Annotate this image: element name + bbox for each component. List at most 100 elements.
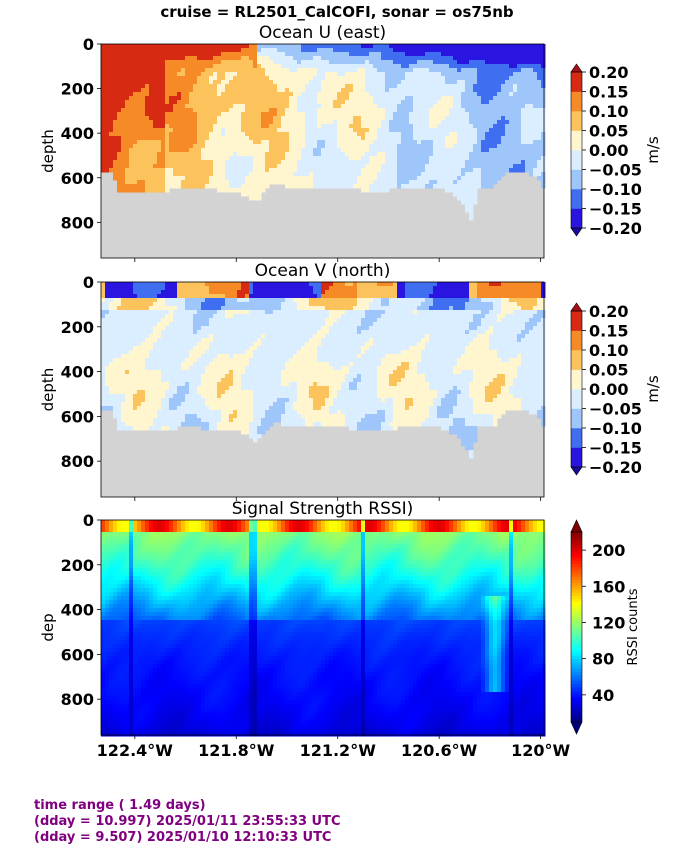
heatmap-cell — [473, 180, 478, 185]
heatmap-cell — [181, 398, 186, 403]
heatmap-cell — [149, 386, 154, 391]
heatmap-cell — [357, 76, 362, 81]
heatmap-cell — [533, 60, 538, 65]
heatmap-cell — [157, 144, 162, 149]
heatmap-cell — [229, 60, 234, 65]
heatmap-cell — [193, 350, 198, 355]
heatmap-cell — [177, 358, 182, 363]
heatmap-cell — [153, 176, 158, 181]
heatmap-cell — [177, 148, 182, 153]
heatmap-cell — [461, 184, 466, 189]
heatmap-cell — [325, 88, 330, 93]
heatmap-cell — [137, 128, 142, 133]
heatmap-cell — [141, 302, 146, 307]
heatmap-cell — [137, 168, 142, 173]
heatmap-cell — [393, 184, 398, 189]
heatmap-cell — [457, 180, 462, 185]
heatmap-cell — [305, 164, 310, 169]
heatmap-cell — [385, 56, 390, 61]
heatmap-cell — [213, 176, 218, 181]
heatmap-cell — [537, 80, 542, 85]
heatmap-cell — [101, 374, 106, 379]
heatmap-cell — [121, 290, 126, 295]
heatmap-cell — [201, 410, 206, 415]
heatmap-cell — [101, 116, 106, 121]
heatmap-cell — [521, 80, 526, 85]
heatmap-cell — [221, 156, 226, 161]
heatmap-cell — [525, 48, 530, 53]
heatmap-cell — [169, 128, 174, 133]
heatmap-cell — [441, 80, 446, 85]
heatmap-cell — [117, 286, 122, 291]
heatmap-cell — [409, 96, 414, 101]
heatmap-cell — [533, 72, 538, 77]
heatmap-cell — [109, 398, 114, 403]
heatmap-cell — [489, 56, 494, 61]
heatmap-cell — [137, 56, 142, 61]
heatmap-cell — [381, 52, 386, 57]
heatmap-cell — [121, 188, 126, 193]
heatmap-cell — [305, 156, 310, 161]
heatmap-cell — [117, 188, 122, 193]
heatmap-cell — [149, 44, 154, 49]
heatmap-cell — [365, 180, 370, 185]
heatmap-cell — [489, 156, 494, 161]
heatmap-cell — [285, 52, 290, 57]
heatmap-cell — [101, 144, 106, 149]
heatmap-cell — [433, 100, 438, 105]
heatmap-cell — [317, 88, 322, 93]
heatmap-cell — [273, 104, 278, 109]
heatmap-cell — [197, 394, 202, 399]
heatmap-cell — [161, 136, 166, 141]
heatmap-cell — [513, 156, 518, 161]
heatmap-cell — [533, 148, 538, 153]
heatmap-cell — [309, 128, 314, 133]
heatmap-cell — [117, 294, 122, 299]
heatmap-cell — [157, 52, 162, 57]
heatmap-cell — [449, 44, 454, 49]
heatmap-cell — [157, 418, 162, 423]
heatmap-cell — [361, 144, 366, 149]
heatmap-cell — [257, 80, 262, 85]
heatmap-cell — [269, 60, 274, 65]
heatmap-cell — [433, 116, 438, 121]
heatmap-cell — [153, 100, 158, 105]
heatmap-cell — [333, 140, 338, 145]
heatmap-cell — [201, 52, 206, 57]
heatmap-cell — [469, 52, 474, 57]
heatmap-cell — [369, 96, 374, 101]
heatmap-cell — [393, 140, 398, 145]
heatmap-cell — [157, 140, 162, 145]
heatmap-cell — [205, 68, 210, 73]
heatmap-cell — [313, 172, 318, 177]
heatmap-cell — [337, 64, 342, 69]
heatmap-cell — [521, 48, 526, 53]
heatmap-cell — [369, 140, 374, 145]
heatmap-cell — [137, 64, 142, 69]
heatmap-cell — [517, 44, 522, 49]
heatmap-cell — [373, 68, 378, 73]
heatmap-cell — [169, 382, 174, 387]
heatmap-cell — [161, 176, 166, 181]
heatmap-cell — [269, 140, 274, 145]
heatmap-cell — [405, 180, 410, 185]
heatmap-cell — [197, 128, 202, 133]
heatmap-cell — [413, 160, 418, 165]
heatmap-cell — [537, 136, 542, 141]
heatmap-cell — [477, 108, 482, 113]
heatmap-cell — [533, 104, 538, 109]
heatmap-cell — [433, 96, 438, 101]
heatmap-cell — [513, 140, 518, 145]
heatmap-cell — [313, 96, 318, 101]
heatmap-cell — [337, 124, 342, 129]
heatmap-cell — [421, 56, 426, 61]
heatmap-cell — [505, 124, 510, 129]
heatmap-cell — [357, 64, 362, 69]
heatmap-cell — [253, 172, 258, 177]
heatmap-cell — [273, 160, 278, 165]
heatmap-cell — [457, 76, 462, 81]
heatmap-cell — [181, 168, 186, 173]
heatmap-cell — [141, 80, 146, 85]
heatmap-cell — [293, 84, 298, 89]
heatmap-cell — [485, 160, 490, 165]
